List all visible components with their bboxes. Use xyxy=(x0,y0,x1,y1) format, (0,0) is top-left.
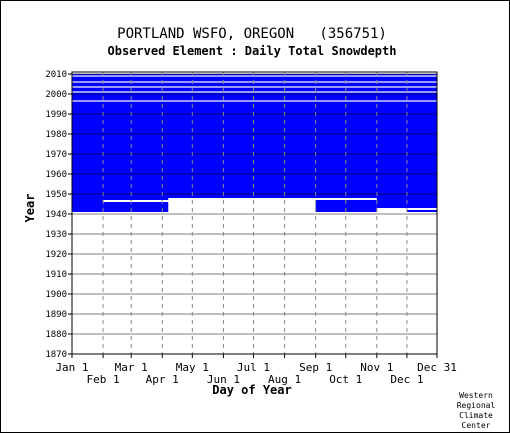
y-tick-label-1950: 1950 xyxy=(45,190,67,200)
plot-area xyxy=(71,71,438,355)
grid-layer xyxy=(72,72,437,355)
y-tick-label-1990: 1990 xyxy=(45,110,67,120)
data-block-3 xyxy=(103,202,169,212)
x-tick-label-day-32: Feb 1 xyxy=(87,373,120,386)
missing-line-4 xyxy=(72,75,437,77)
data-block-1 xyxy=(72,198,104,212)
missing-line-2 xyxy=(72,86,437,88)
y-tick-label-1920: 1920 xyxy=(45,250,67,260)
y-tick-label-1970: 1970 xyxy=(45,150,67,160)
credit-line-3: Center xyxy=(462,421,491,430)
x-tick-label-day-335: Dec 1 xyxy=(390,373,423,386)
y-tick-label-1910: 1910 xyxy=(45,270,67,280)
x-axis-ticks: Jan 1 Mar 1 May 1 Jul 1 Sep 1 Nov 1 Dec 31 Feb … xyxy=(55,354,457,386)
x-tick-label-day-91: Apr 1 xyxy=(146,373,179,386)
y-tick-label-1980: 1980 xyxy=(45,130,67,140)
data-block-0 xyxy=(72,102,437,198)
credit-line-1: Regional xyxy=(457,401,496,410)
data-block-4 xyxy=(315,200,377,212)
y-tick-label-2000: 2000 xyxy=(45,90,67,100)
x-tick-label-day-152: Jun 1 xyxy=(207,373,240,386)
y-tick-label-1880: 1880 xyxy=(45,330,67,340)
credit-line-2: Climate xyxy=(459,411,493,420)
data-block-6 xyxy=(406,210,437,212)
x-tick-label-day-213: Aug 1 xyxy=(268,373,301,386)
y-axis-ticks: 2010 2000 1990 1980 1970 1960 1950 1940 1930 1920… xyxy=(45,70,72,360)
y-tick-label-1960: 1960 xyxy=(45,170,67,180)
missing-line-1 xyxy=(72,91,437,93)
chart-subtitle: Observed Element : Daily Total Snowdepth xyxy=(108,44,397,58)
y-tick-label-1890: 1890 xyxy=(45,310,67,320)
x-tick-label-day-121: May 1 xyxy=(176,361,209,374)
y-tick-label-1870: 1870 xyxy=(45,350,67,360)
y-tick-label-2010: 2010 xyxy=(45,70,67,80)
x-tick-label-day-1: Jan 1 xyxy=(55,361,88,374)
credit-line-0: Western xyxy=(459,391,493,400)
y-tick-label-1930: 1930 xyxy=(45,230,67,240)
y-axis-label: Year xyxy=(23,194,37,223)
x-axis-label: Day of Year xyxy=(212,383,291,397)
y-tick-label-1900: 1900 xyxy=(45,290,67,300)
x-tick-label-day-60: Mar 1 xyxy=(115,361,148,374)
plot-border xyxy=(71,71,438,355)
chart-title: PORTLAND WSFO, OREGON (356751) xyxy=(117,26,387,42)
x-tick-label-day-244: Sep 1 xyxy=(299,361,332,374)
x-tick-label-day-365: Dec 31 xyxy=(417,361,457,374)
y-tick-label-1940: 1940 xyxy=(45,210,67,220)
data-layer xyxy=(72,74,437,212)
data-block-7 xyxy=(72,74,437,102)
x-tick-label-day-274: Oct 1 xyxy=(329,373,362,386)
x-tick-label-day-182: Jul 1 xyxy=(237,361,270,374)
x-tick-label-day-305: Nov 1 xyxy=(360,361,393,374)
missing-line-3 xyxy=(72,81,437,83)
data-block-2 xyxy=(103,198,169,200)
missing-line-0 xyxy=(72,100,437,102)
